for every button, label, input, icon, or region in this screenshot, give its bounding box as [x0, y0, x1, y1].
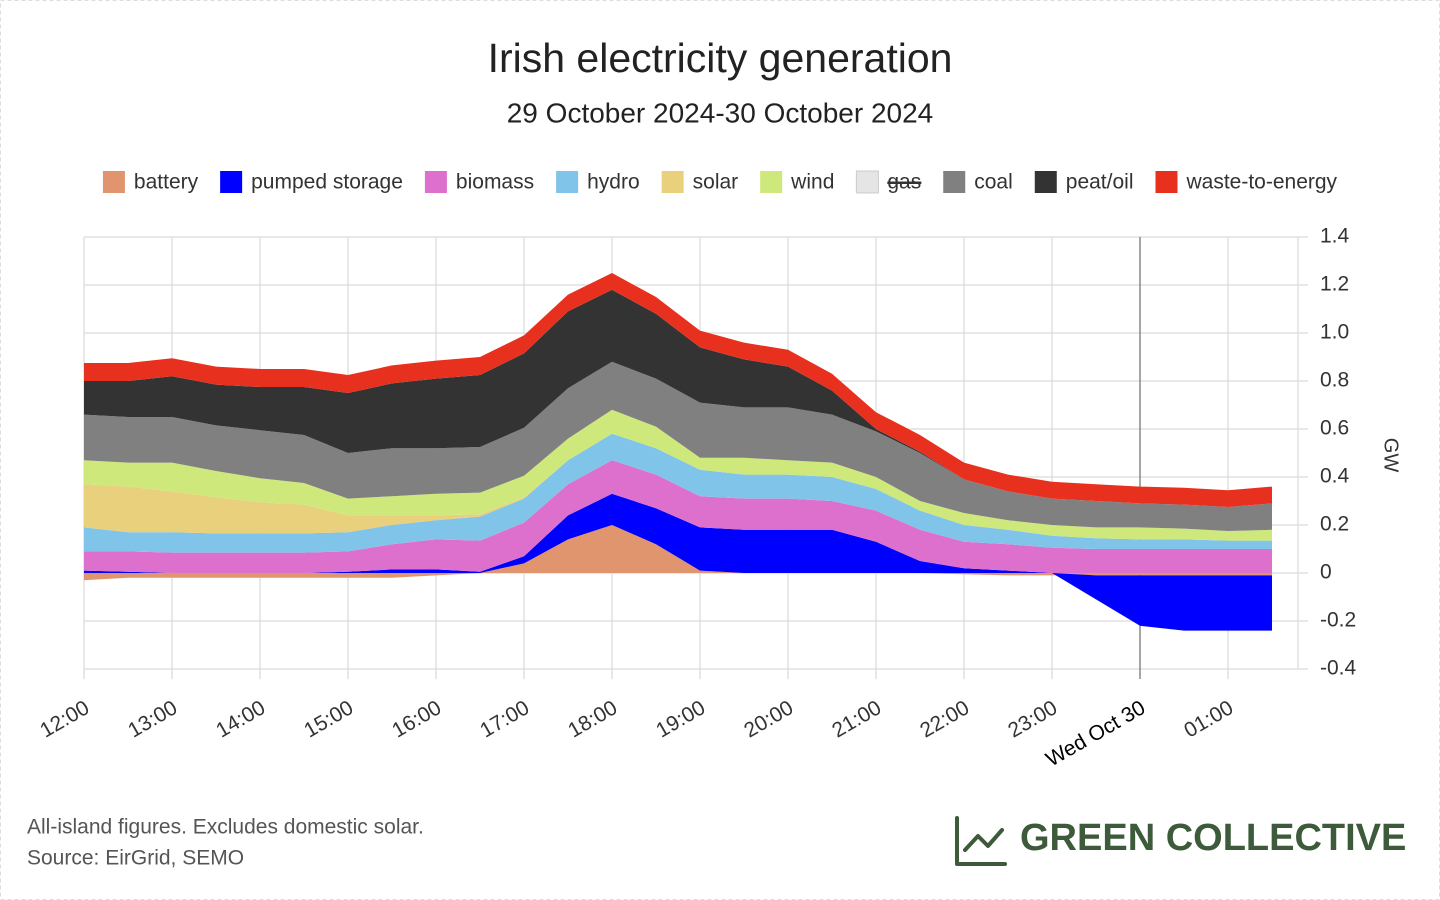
legend-swatch [855, 170, 879, 194]
area [84, 525, 1272, 581]
area [84, 460, 1272, 573]
legend-swatch [220, 171, 243, 193]
legend-label: biomass [456, 171, 534, 194]
chart-subtitle: 29 October 2024-30 October 2024 [507, 97, 934, 128]
legend-swatch [661, 171, 684, 193]
legend-swatch [943, 171, 966, 193]
legend-swatch [102, 171, 125, 193]
area [84, 433, 1272, 541]
legend-label: battery [134, 171, 199, 194]
legend: battery pumped storage biomass hydro solar wi… [102, 170, 1338, 194]
area [84, 289, 1272, 507]
y-tick-label: 0.6 [1320, 417, 1349, 440]
chart-title: Irish electricity generation [488, 35, 953, 81]
legend-item: pumped storage [220, 171, 403, 194]
footer-source: Source: EirGrid, SEMO [27, 847, 244, 870]
y-tick-label: -0.2 [1320, 609, 1356, 632]
legend-item: solar [661, 171, 739, 194]
y-tick-label: 1.2 [1320, 273, 1349, 296]
y-axis-label: GW [1380, 438, 1402, 473]
footer-note: All-island figures. Excludes domestic so… [27, 816, 424, 839]
y-tick-label: 0 [1320, 561, 1332, 584]
y-tick-label: 0.4 [1320, 465, 1350, 488]
legend-swatch [760, 171, 783, 193]
y-tick-label: 1.4 [1320, 225, 1350, 248]
y-tick-label: -0.4 [1320, 657, 1357, 680]
legend-item: peat/oil [1034, 171, 1134, 194]
legend-item: hydro [556, 171, 640, 194]
brand-logo [955, 816, 1007, 866]
area [84, 361, 1272, 531]
legend-label: pumped storage [251, 171, 403, 194]
legend-item: coal [943, 171, 1013, 194]
areas [84, 273, 1272, 631]
area [84, 273, 1272, 507]
y-tick-label: 1.0 [1320, 321, 1349, 344]
legend-item: battery [102, 171, 199, 194]
legend-swatch [1155, 171, 1178, 193]
legend-item: waste-to-energy [1155, 171, 1338, 194]
legend-item: gas [855, 170, 922, 194]
area [84, 409, 1272, 541]
legend-label: wind [790, 171, 834, 194]
area [84, 493, 1272, 631]
legend-item: biomass [424, 171, 534, 194]
legend-swatch [556, 171, 579, 193]
brand-name: GREEN COLLECTIVE [1020, 817, 1406, 859]
legend-label: peat/oil [1066, 171, 1134, 194]
area [84, 433, 1272, 553]
legend-swatch [424, 171, 447, 193]
y-tick-label: 0.8 [1320, 369, 1349, 392]
legend-swatch [1034, 171, 1057, 193]
legend-label: hydro [587, 171, 640, 194]
legend-item: wind [760, 171, 834, 194]
legend-label: waste-to-energy [1185, 171, 1337, 194]
y-tick-label: 0.2 [1320, 513, 1349, 536]
legend-label: solar [693, 171, 739, 194]
legend-label: coal [974, 171, 1013, 194]
